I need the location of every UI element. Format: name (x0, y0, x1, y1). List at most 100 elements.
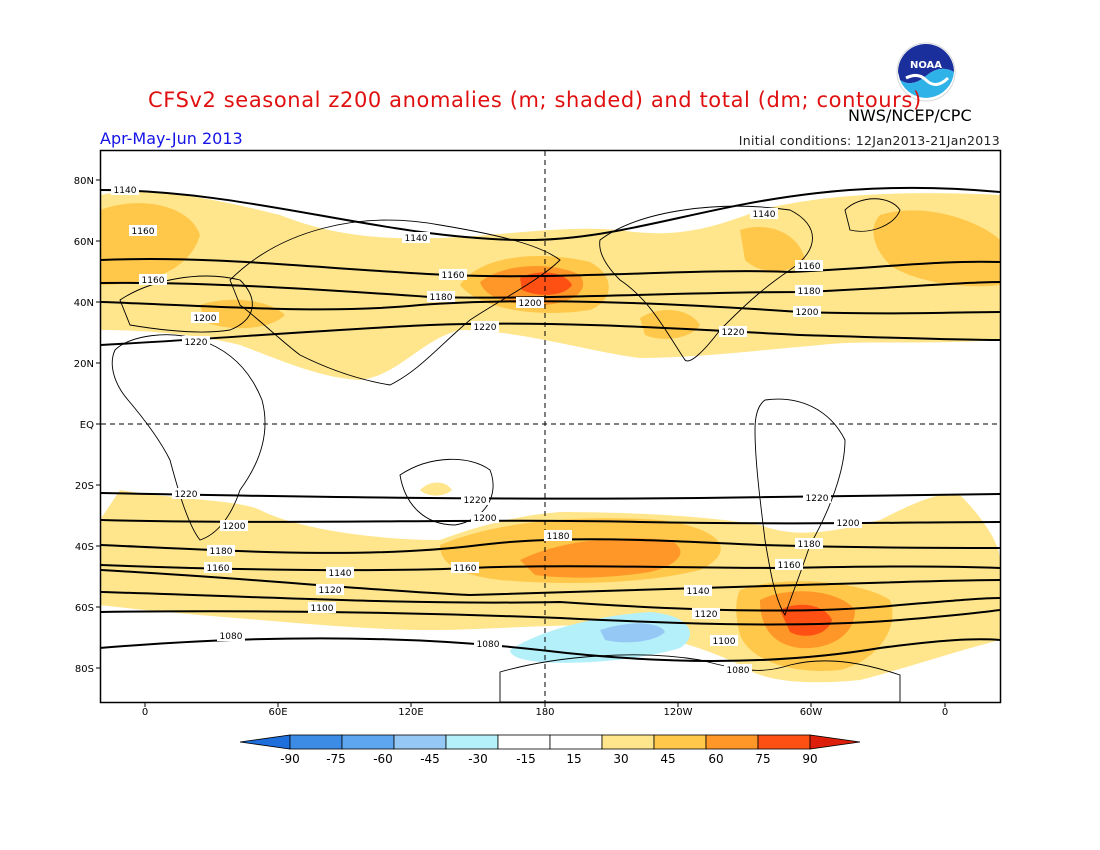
contour-label: 1160 (132, 227, 155, 237)
colorbar-arrow-right (809, 734, 861, 750)
colorbar-label: 90 (802, 752, 817, 766)
south-america-coastline (754, 398, 846, 617)
colorbar-segment (497, 734, 551, 750)
australia-coastline (399, 458, 494, 526)
anomaly-patch-north-america (740, 226, 805, 272)
contour-label: 1220 (175, 490, 198, 500)
colorbar-label: -45 (420, 752, 440, 766)
contour-label-bg (795, 285, 823, 296)
contour-label: 1160 (454, 564, 477, 574)
contour-label: 1120 (695, 610, 718, 620)
colorbar-label: -75 (326, 752, 346, 766)
contour-label-bg (316, 584, 344, 595)
contour-label: 1080 (220, 632, 243, 642)
contour-label: 1100 (311, 604, 334, 614)
height-contours (101, 186, 1000, 663)
contour-label-bg (207, 545, 235, 556)
contour-label: 1100 (713, 637, 736, 647)
contour-label-bg (451, 562, 479, 573)
contour-label: 1200 (223, 522, 246, 532)
contour-label-bg (204, 562, 232, 573)
contour-label-bg (129, 225, 157, 236)
longitude-ticks (144, 702, 946, 707)
contour-label-bg (692, 608, 720, 619)
latitude-labels: 80N 60N 40N 20N EQ 20S 40S 60S 80S (74, 176, 94, 675)
contour-label: 1140 (114, 186, 137, 196)
noaa-logo: NOAA (896, 42, 956, 106)
lon-label: 60W (800, 707, 823, 718)
contour-label: 1180 (430, 293, 453, 303)
colorbar-segment (757, 734, 811, 750)
colorbar-labels: -90 -75 -60 -45 -30 -15 15 30 45 60 75 9… (280, 752, 817, 766)
contour-label: 1200 (837, 519, 860, 529)
contour-label: 1080 (477, 640, 500, 650)
contour-label-bg (402, 232, 430, 243)
contour-label-bg (308, 602, 336, 613)
anomaly-patch-europe (873, 210, 1000, 287)
contour-label: 1180 (798, 287, 821, 297)
contour-label: 1140 (329, 569, 352, 579)
contour-label-bg (710, 635, 738, 646)
contour-label: 1160 (442, 271, 465, 281)
contour-label-bg (474, 638, 502, 649)
contour-label-bg (834, 517, 862, 528)
contour-label-bg (172, 488, 200, 499)
anomaly-negative-south-pacific-inner (600, 623, 665, 643)
contour-label: 1220 (474, 323, 497, 333)
contour-label: 1200 (796, 308, 819, 318)
contour-label-bg (461, 494, 489, 505)
contour-label-bg (684, 585, 712, 596)
anomaly-patch-east-pacific (640, 309, 700, 339)
contour-label-bg (719, 326, 747, 337)
colorbar-label: -30 (468, 752, 488, 766)
contour-label-bg (803, 492, 831, 503)
anomaly-patch-australia (420, 482, 452, 496)
contour-label: 1140 (753, 210, 776, 220)
lon-label: 0 (142, 707, 148, 718)
anomaly-patch-south-atlantic-core (780, 604, 832, 636)
contour-label-bg (795, 538, 823, 549)
longitude-labels: 0 60E 120E 180 120W 60W 0 (142, 707, 948, 718)
contour-label-group: 1140 1140 1140 1160 1160 1160 1160 1180 1180 1200… (111, 184, 862, 676)
lat-label: EQ (80, 420, 94, 431)
latitude-ticks (96, 179, 101, 669)
colorbar-label: -15 (516, 752, 536, 766)
contour-label: 1180 (547, 532, 570, 542)
contour-label: 1220 (185, 338, 208, 348)
colorbar-label: -60 (373, 752, 393, 766)
contour-label-bg (427, 291, 455, 302)
contour-label: 1220 (722, 328, 745, 338)
lon-label: 120W (664, 707, 693, 718)
lon-label: 120E (398, 707, 423, 718)
colorbar-segment (341, 734, 395, 750)
colorbar-label: 30 (613, 752, 628, 766)
greenland-coastline (844, 198, 901, 232)
chart-title: CFSv2 seasonal z200 anomalies (m; shaded… (148, 88, 922, 112)
colorbar-arrow-left (239, 734, 291, 750)
contour-label-bg (516, 297, 544, 308)
contour-label: 1120 (319, 586, 342, 596)
colorbar-segment (705, 734, 759, 750)
contour-label: 1200 (519, 299, 542, 309)
contour-label-bg (139, 274, 167, 285)
contour-label: 1200 (194, 314, 217, 324)
season-label: Apr-May-Jun 2013 (100, 129, 243, 148)
contour-label: 1160 (778, 561, 801, 571)
colorbar-label: 60 (708, 752, 723, 766)
colorbar-label: -90 (280, 752, 300, 766)
lon-label: 60E (268, 707, 287, 718)
contour-label-bg (439, 269, 467, 280)
lat-label: 40S (75, 542, 94, 553)
lon-label: 180 (535, 707, 554, 718)
anomaly-patch-south-pacific-inner (520, 538, 681, 578)
lat-label: 80N (74, 176, 94, 187)
contour-label-bg (750, 208, 778, 219)
lat-label: 40N (74, 298, 94, 309)
contour-label: 1140 (405, 234, 428, 244)
contour-label-bg (471, 321, 499, 332)
contour-label-bg (724, 664, 752, 675)
colorbar-label: 15 (566, 752, 581, 766)
contour-label: 1180 (210, 547, 233, 557)
initial-conditions-label: Initial conditions: 12Jan2013-21Jan2013 (738, 133, 1000, 148)
